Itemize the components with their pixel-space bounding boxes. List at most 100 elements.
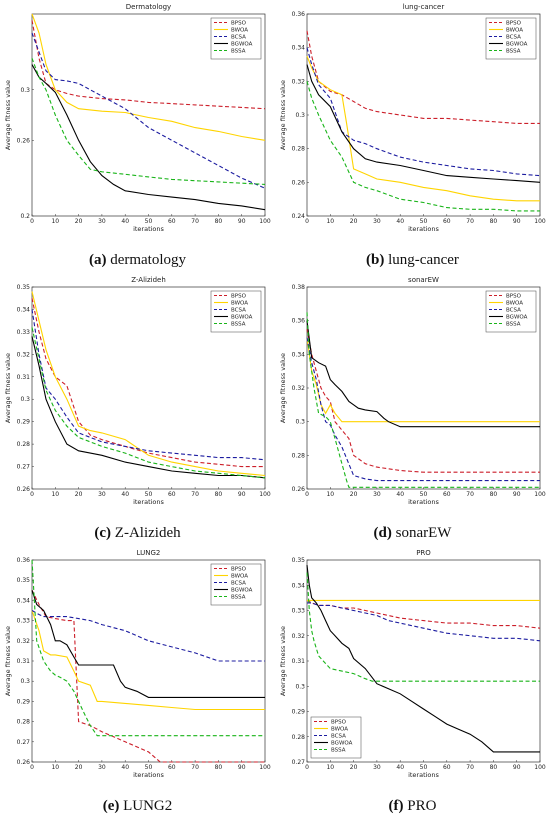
caption-pro: (f) PRO [275,798,550,815]
legend-label-bssa: BSSA [506,49,521,55]
y-tick-label: 0.28 [292,146,306,153]
legend-box [210,563,262,606]
caption-dermatology: (a) dermatology [0,252,275,269]
legend-label-bgwoa: BGWOA [231,42,253,48]
x-tick-label: 0 [30,491,34,498]
x-tick-label: 20 [350,218,358,225]
x-tick-label: 90 [238,764,246,771]
x-tick-label: 30 [373,764,381,771]
legend-box [210,17,262,60]
y-tick-label: 0.38 [292,284,306,291]
y-tick-label: 0.33 [17,618,31,625]
chart-panel-lung-cancer: lung-cancer 0 10 20 30 40 50 60 70 80 90 100 0.24 0.2… [275,0,550,273]
legend-label-bpso: BPSO [231,567,247,573]
chart-panel-pro: PRO 0 10 20 30 40 50 60 70 80 90 100 0.27 0.28 0.29 0.3… [275,546,550,819]
caption-text: Z-Alizideh [114,525,181,541]
x-axis-label: iterations [133,498,164,506]
y-axis-label: Average fitness value [4,80,12,150]
y-tick-label: 0.26 [292,486,306,493]
x-tick-label: 100 [534,764,546,771]
legend-label-bwoa: BWOA [331,727,348,733]
legend-label-bssa: BSSA [506,322,521,328]
x-tick-label: 80 [215,764,223,771]
x-axis-label: iterations [408,498,439,506]
y-tick-label: 0.32 [17,351,31,358]
legend-box [485,17,537,60]
x-tick-label: 20 [350,491,358,498]
y-tick-label: 0.36 [292,318,306,325]
y-tick-label: 0.27 [292,759,306,766]
y-tick-label: 0.31 [17,374,31,381]
x-tick-label: 80 [490,218,498,225]
legend-label-bssa: BSSA [231,595,246,601]
series-line-bpso [306,30,540,124]
x-tick-label: 0 [305,491,309,498]
y-tick-label: 0.31 [17,658,31,665]
y-tick-label: 0.3 [295,683,305,690]
chart-title: sonarEW [408,276,439,284]
x-tick-label: 30 [373,218,381,225]
series-line-bwoa [31,291,266,477]
y-tick-label: 0.33 [17,329,31,336]
y-tick-label: 0.32 [17,638,31,645]
x-tick-label: 30 [373,491,381,498]
x-tick-label: 70 [466,491,474,498]
x-tick-label: 50 [145,491,153,498]
y-tick-label: 0.26 [292,179,306,186]
series-line-bssa [306,81,540,212]
chart-panel-sonarew: sonarEW 0 10 20 30 40 50 60 70 80 90 100 0.26 0.28 0.3… [275,273,550,546]
chart-z-alizideh: Z-Alizideh 0 10 20 30 40 50 60 70 80 90 100 0.26 0.27… [4,276,271,506]
x-tick-label: 70 [191,491,199,498]
y-tick-label: 0.28 [17,441,31,448]
caption-lung2: (e) LUNG2 [0,798,275,815]
caption-z-alizideh: (c) Z-Alizideh [0,525,275,542]
series-line-bcsa [306,47,541,177]
x-tick-label: 10 [51,218,59,225]
x-tick-label: 90 [238,491,246,498]
x-tick-label: 70 [191,218,199,225]
legend-label-bcsa: BCSA [506,308,521,314]
chart-title: Dermatology [126,3,171,11]
legend-label-bwoa: BWOA [231,301,248,307]
y-tick-label: 0.35 [17,577,31,584]
y-tick-label: 0.3 [295,419,305,426]
y-axis-label: Average fitness value [279,626,287,696]
x-tick-label: 60 [443,218,451,225]
y-axis-label: Average fitness value [4,626,12,696]
legend-label-bpso: BPSO [231,21,247,27]
x-tick-label: 20 [75,218,83,225]
y-tick-label: 0.27 [17,464,31,471]
y-tick-label: 0.3 [20,396,30,403]
x-tick-label: 0 [305,218,309,225]
series-line-bssa [31,327,266,479]
y-tick-label: 0.36 [292,11,306,18]
caption-sonarew: (d) sonarEW [275,525,550,542]
x-tick-label: 70 [466,764,474,771]
series-line-bssa [306,312,540,488]
series-line-bwoa [306,55,540,202]
series-line-bgwoa [306,565,540,753]
series-line-bcsa [306,337,540,482]
legend-label-bgwoa: BGWOA [331,741,353,747]
series-line-bwoa [31,13,266,141]
legend-box [485,290,537,333]
chart-sonarew: sonarEW 0 10 20 30 40 50 60 70 80 90 100 0.26 0.28 0.3… [279,276,546,506]
y-tick-label: 0.34 [292,351,306,358]
y-axis-label: Average fitness value [279,353,287,423]
x-tick-label: 40 [121,764,129,771]
legend-label-bwoa: BWOA [506,28,523,34]
legend-label-bpso: BPSO [506,21,522,27]
y-tick-label: 0.27 [17,739,31,746]
series-line-bpso [31,590,265,763]
series-line-bcsa [307,602,541,642]
legend-label-bwoa: BWOA [506,301,523,307]
y-tick-label: 0.32 [292,385,306,392]
y-tick-label: 0.36 [17,557,31,564]
caption-letter: (b) [366,252,385,268]
y-tick-label: 0.26 [17,486,31,493]
legend-label-bcsa: BCSA [231,581,246,587]
x-tick-label: 50 [420,218,428,225]
